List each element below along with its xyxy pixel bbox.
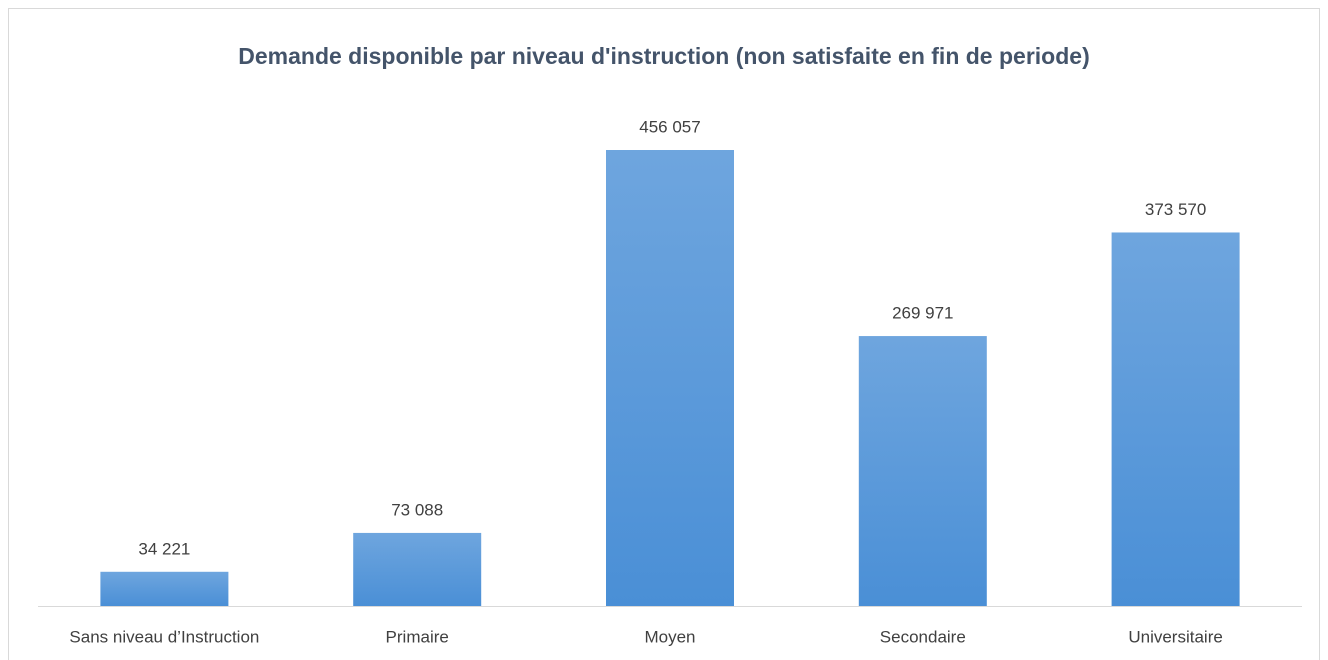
bar xyxy=(858,336,987,606)
x-tick-label: Moyen xyxy=(644,627,695,646)
bar xyxy=(100,571,229,606)
value-label: 269 971 xyxy=(892,304,953,323)
x-tick-label: Sans niveau d’Instruction xyxy=(69,627,259,646)
value-label: 456 057 xyxy=(639,117,700,136)
bar xyxy=(353,532,482,606)
chart-title: Demande disponible par niveau d'instruct… xyxy=(238,43,1089,69)
value-label: 34 221 xyxy=(138,539,190,558)
bar xyxy=(606,150,734,606)
x-tick-label: Secondaire xyxy=(880,627,966,646)
x-tick-label: Universitaire xyxy=(1128,627,1222,646)
bar xyxy=(1111,232,1240,606)
x-tick-label: Primaire xyxy=(386,627,449,646)
value-label: 73 088 xyxy=(391,500,443,519)
value-label: 373 570 xyxy=(1145,200,1206,219)
